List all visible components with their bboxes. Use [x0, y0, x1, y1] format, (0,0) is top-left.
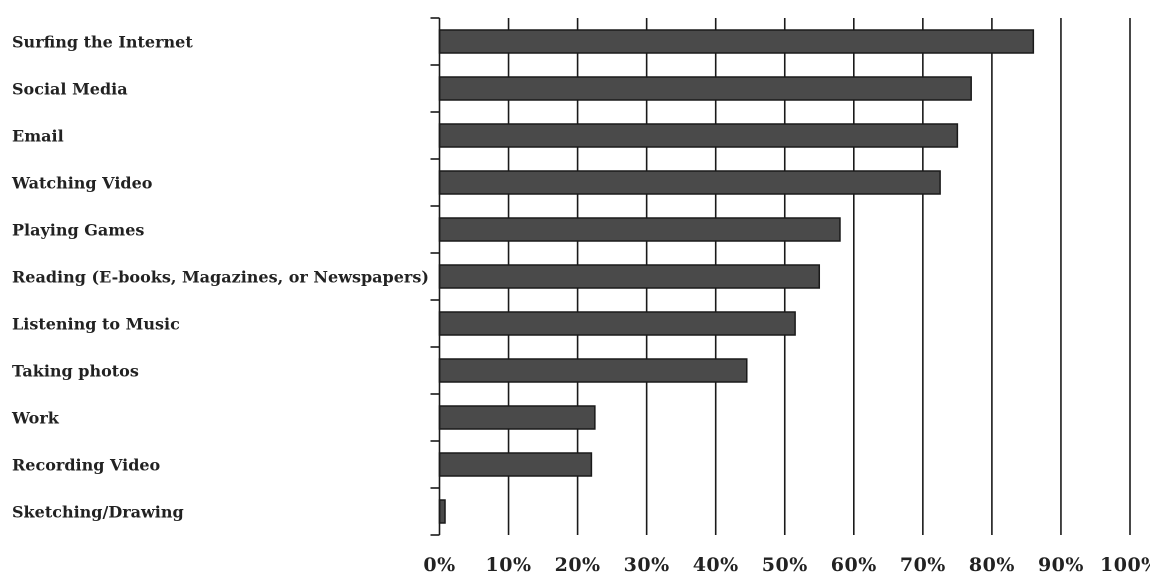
bar-4 — [438, 170, 941, 195]
x-tick-label-100: 100% — [1100, 554, 1150, 574]
x-tick-label-10: 10% — [486, 554, 532, 574]
bar-9 — [438, 405, 596, 430]
x-tick-label-0: 0% — [423, 554, 455, 574]
category-label-9: Work — [11, 409, 60, 428]
bar-8 — [438, 358, 748, 383]
category-label-10: Recording Video — [12, 456, 161, 475]
bar-11 — [438, 499, 446, 524]
category-label-6: Reading (E-books, Magazines, or Newspape… — [12, 268, 429, 287]
x-tick-label-60: 60% — [831, 554, 877, 574]
x-tick-labels: 0% 10% 20% 30% 40% 50% 60% 70% 80% 90% 100% — [423, 554, 1150, 574]
category-label-2: Social Media — [12, 80, 128, 99]
category-label-3: Email — [12, 127, 64, 146]
x-tick-label-70: 70% — [900, 554, 946, 574]
x-tick-label-50: 50% — [762, 554, 808, 574]
bar-6 — [438, 264, 821, 289]
category-label-5: Playing Games — [12, 221, 144, 240]
category-label-1: Surfing the Internet — [12, 33, 193, 52]
x-tick-label-80: 80% — [969, 554, 1015, 574]
bars — [438, 29, 1035, 524]
bar-7 — [438, 311, 796, 336]
x-tick-label-90: 90% — [1038, 554, 1084, 574]
x-tick-label-30: 30% — [624, 554, 670, 574]
x-tick-label-20: 20% — [555, 554, 601, 574]
bar-1 — [438, 29, 1035, 54]
category-label-11: Sketching/Drawing — [12, 503, 184, 522]
x-tick-label-40: 40% — [693, 554, 739, 574]
category-label-4: Watching Video — [11, 174, 153, 193]
category-labels: Surfing the Internet Social Media Email Wat… — [11, 33, 429, 522]
bar-10 — [438, 452, 593, 477]
bar-5 — [438, 217, 841, 242]
category-label-7: Listening to Music — [12, 315, 180, 334]
bar-2 — [438, 76, 972, 101]
y-axis — [430, 17, 441, 536]
bar-3 — [438, 123, 959, 148]
category-label-8: Taking photos — [12, 362, 139, 381]
